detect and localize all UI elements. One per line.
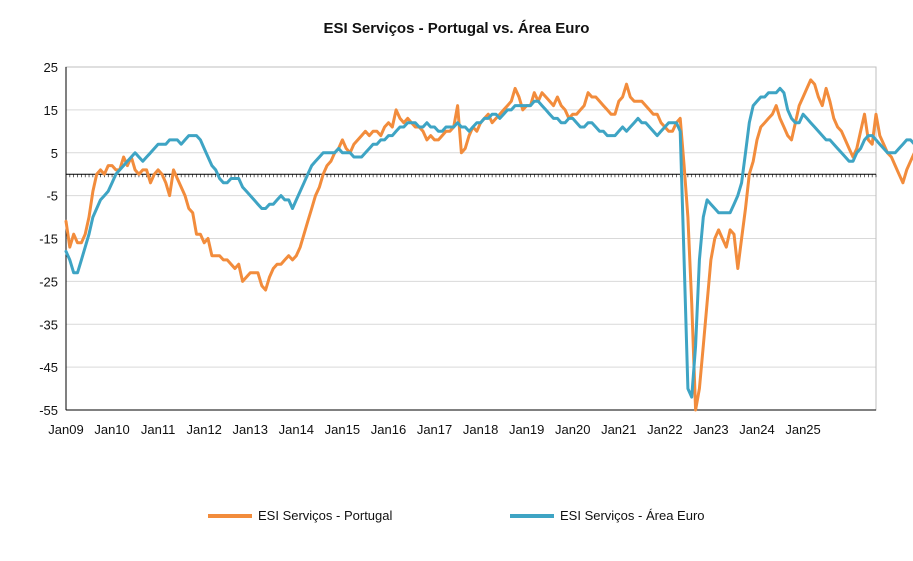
x-tick-label: Jan14 <box>279 422 314 437</box>
x-tick-label: Jan22 <box>647 422 682 437</box>
legend-swatch-area-euro <box>510 513 554 518</box>
x-tick-label: Jan25 <box>785 422 820 437</box>
x-tick-label: Jan19 <box>509 422 544 437</box>
axes <box>65 66 877 411</box>
gridlines <box>66 66 876 411</box>
y-tick-label: -55 <box>39 403 58 418</box>
y-tick-label: -45 <box>39 360 58 375</box>
y-tick-label: 5 <box>51 146 58 161</box>
y-tick-label: 25 <box>44 60 58 75</box>
x-tick-label: Jan16 <box>371 422 406 437</box>
y-tick-label: -15 <box>39 232 58 247</box>
x-axis-tick-labels: Jan09 Jan10 Jan11 Jan12 Jan13 Jan14 Jan15 Jan16… <box>48 422 820 437</box>
legend-label-portugal: ESI Serviços - Portugal <box>258 508 393 523</box>
y-tick-label: 15 <box>44 103 58 118</box>
series-line-portugal <box>64 78 913 412</box>
x-tick-label: Jan12 <box>186 422 221 437</box>
x-tick-label: Jan13 <box>233 422 268 437</box>
x-tick-label: Jan21 <box>601 422 636 437</box>
x-tick-label: Jan20 <box>555 422 590 437</box>
x-tick-label: Jan18 <box>463 422 498 437</box>
legend-item-portugal: ESI Serviços - Portugal <box>208 508 392 523</box>
y-tick-label: -25 <box>39 274 58 289</box>
x-tick-label: Jan09 <box>48 422 83 437</box>
chart-title: ESI Serviços - Portugal vs. Área Euro <box>323 20 590 37</box>
x-tick-label: Jan15 <box>325 422 360 437</box>
y-tick-label: -35 <box>39 317 58 332</box>
series-line-area-euro <box>64 86 913 399</box>
y-tick-label: -5 <box>46 189 58 204</box>
legend-swatch-portugal <box>208 513 252 518</box>
legend-item-area-euro: ESI Serviços - Área Euro <box>510 508 705 523</box>
x-tick-label: Jan24 <box>739 422 774 437</box>
legend-label-area-euro: ESI Serviços - Área Euro <box>560 508 705 523</box>
y-axis-tick-labels: 25 15 5 -5 -15 -25 -35 -45 -55 <box>39 60 58 418</box>
x-tick-label: Jan17 <box>417 422 452 437</box>
series-lines <box>64 78 913 412</box>
x-tick-label: Jan11 <box>141 422 175 437</box>
x-tick-label: Jan23 <box>693 422 728 437</box>
x-tick-label: Jan10 <box>94 422 129 437</box>
